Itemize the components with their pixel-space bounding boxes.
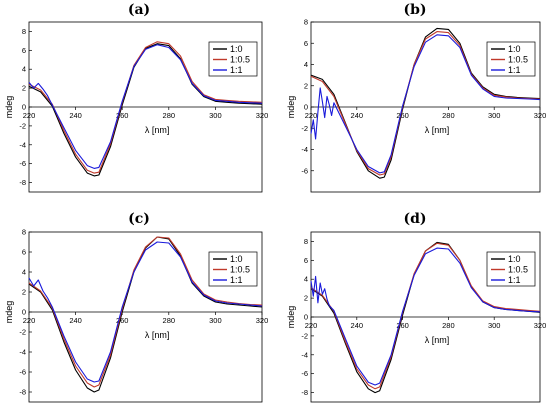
y-axis-label: mdeg [4, 301, 14, 324]
y-tick-label: 6 [22, 46, 26, 55]
x-tick-label: 220 [23, 111, 36, 120]
x-tick-label: 300 [209, 316, 222, 325]
series-line-3 [28, 241, 263, 383]
y-tick-label: -4 [301, 350, 308, 359]
x-tick-label: 240 [69, 111, 82, 120]
y-tick-label: -4 [19, 348, 26, 357]
y-tick-label: -6 [301, 166, 308, 175]
series-line-3 [310, 34, 541, 174]
y-tick-label: 4 [22, 65, 26, 74]
y-tick-label: 6 [304, 256, 308, 265]
chart-panel-2: (b) 220 240 260 280 300 320 -6 -4 -2 0 2 4 6 8 λ [nm] md… [286, 2, 547, 193]
x-tick-label: 260 [396, 111, 409, 120]
x-tick-label: 280 [163, 111, 176, 120]
series-line-3 [28, 44, 263, 169]
y-axis-label: mdeg [4, 96, 14, 119]
legend-entry: 1:1 [508, 65, 521, 75]
panel-label: (b) [403, 2, 426, 18]
chart-panel-1: (a) 220 240 260 280 300 320 -8 -6 -4 -2 0 2 4 6 8 λ [nm]… [4, 2, 269, 193]
y-tick-label: 8 [304, 237, 308, 246]
x-tick-label: 240 [351, 321, 364, 330]
legend-entry: 1:0 [230, 254, 243, 264]
panel-label: (a) [128, 2, 150, 18]
x-tick-label: 260 [116, 111, 129, 120]
chart-panel-4: (d) 220 240 260 280 300 320 -8 -6 -4 -2 0 2 4 6 8 λ [nm]… [286, 211, 547, 403]
y-axis-label: mdeg [286, 306, 296, 329]
legend-entry: 1:0.5 [230, 265, 250, 275]
x-tick-label: 280 [442, 111, 455, 120]
y-tick-label: -6 [301, 369, 308, 378]
y-tick-label: 8 [22, 228, 26, 237]
x-tick-label: 320 [256, 111, 269, 120]
y-tick-label: 2 [22, 84, 26, 93]
y-tick-label: 0 [22, 308, 26, 317]
series-line-2 [310, 242, 541, 390]
legend-entry: 1:0.5 [230, 55, 250, 65]
y-tick-label: -4 [301, 145, 308, 154]
legend-entry: 1:0 [230, 44, 243, 54]
y-tick-label: -8 [301, 388, 308, 397]
x-tick-label: 220 [305, 111, 318, 120]
y-tick-label: 0 [304, 313, 308, 322]
x-axis-label: λ [nm] [145, 330, 170, 340]
x-tick-label: 220 [305, 321, 318, 330]
y-tick-label: -2 [19, 121, 26, 130]
legend-entry: 1:0 [508, 254, 521, 264]
y-tick-label: 6 [22, 248, 26, 257]
x-tick-label: 260 [116, 316, 129, 325]
x-tick-label: 320 [256, 316, 269, 325]
x-tick-label: 260 [396, 321, 409, 330]
x-tick-label: 240 [351, 111, 364, 120]
x-axis-label: λ [nm] [145, 125, 170, 135]
panel-label: (c) [128, 211, 150, 227]
y-tick-label: 8 [304, 18, 308, 27]
y-tick-label: -8 [19, 178, 26, 187]
y-tick-label: -2 [301, 331, 308, 340]
y-tick-label: 2 [22, 288, 26, 297]
y-tick-label: 4 [304, 275, 308, 284]
y-tick-label: -4 [19, 140, 26, 149]
legend-entry: 1:0.5 [508, 55, 528, 65]
y-tick-label: 0 [304, 103, 308, 112]
plot-frame [28, 231, 263, 403]
series-line-3 [310, 247, 541, 386]
series-line-2 [28, 236, 263, 388]
x-tick-label: 300 [488, 111, 501, 120]
y-tick-label: 2 [304, 81, 308, 90]
y-tick-label: -6 [19, 368, 26, 377]
y-tick-label: -6 [19, 159, 26, 168]
x-axis-label: λ [nm] [425, 125, 450, 135]
panel-label: (d) [403, 211, 426, 227]
legend-entry: 1:1 [508, 275, 521, 285]
y-tick-label: 8 [22, 27, 26, 36]
x-tick-label: 320 [534, 111, 547, 120]
y-tick-label: 4 [22, 268, 26, 277]
x-tick-label: 300 [488, 321, 501, 330]
legend-entry: 1:0.5 [508, 265, 528, 275]
legend-entry: 1:0 [508, 44, 521, 54]
y-tick-label: 2 [304, 294, 308, 303]
y-axis-label: mdeg [286, 96, 296, 119]
legend-entry: 1:1 [230, 65, 243, 75]
series-line-2 [28, 41, 263, 174]
x-axis-label: λ [nm] [425, 335, 450, 345]
x-tick-label: 320 [534, 321, 547, 330]
x-tick-label: 280 [442, 321, 455, 330]
x-tick-label: 300 [209, 111, 222, 120]
y-tick-label: -2 [301, 124, 308, 133]
chart-panel-3: (c) 220 240 260 280 300 320 -8 -6 -4 -2 0 2 4 6 8 λ [nm]… [4, 211, 269, 403]
y-tick-label: -8 [19, 388, 26, 397]
x-tick-label: 280 [163, 316, 176, 325]
x-tick-label: 220 [23, 316, 36, 325]
y-tick-label: 0 [22, 103, 26, 112]
x-tick-label: 240 [69, 316, 82, 325]
legend-entry: 1:1 [230, 275, 243, 285]
y-tick-label: -2 [19, 328, 26, 337]
y-tick-label: 6 [304, 39, 308, 48]
y-tick-label: 4 [304, 60, 308, 69]
